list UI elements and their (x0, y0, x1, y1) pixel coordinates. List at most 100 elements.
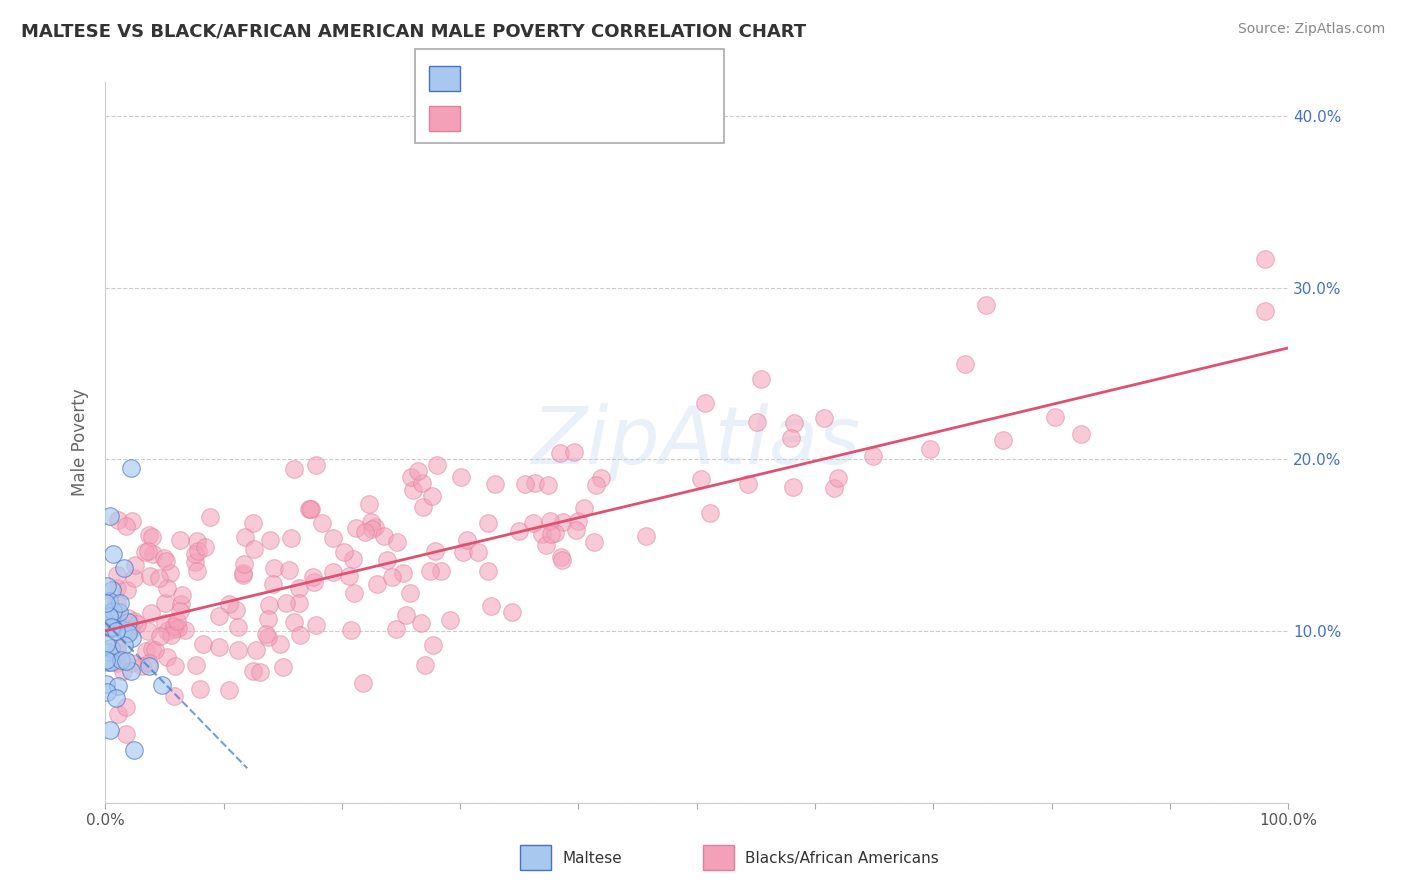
Point (366, 577, 388, 591)
Point (456, 533, 478, 548)
Point (122, 571, 145, 585)
Point (105, 645, 128, 659)
Point (305, 618, 328, 632)
Point (156, 650, 179, 665)
Point (218, 597, 240, 611)
Point (186, 564, 208, 578)
Point (288, 596, 311, 610)
Point (249, 665, 271, 680)
Text: Source: ZipAtlas.com: Source: ZipAtlas.com (1237, 22, 1385, 37)
Point (141, 642, 163, 657)
Point (583, 534, 606, 549)
Point (544, 525, 567, 540)
Point (278, 563, 301, 577)
Point (184, 555, 207, 569)
Point (553, 515, 575, 529)
Point (117, 615, 139, 629)
Text: MALTESE VS BLACK/AFRICAN AMERICAN MALE POVERTY CORRELATION CHART: MALTESE VS BLACK/AFRICAN AMERICAN MALE P… (21, 22, 806, 40)
Point (198, 510, 221, 524)
Point (333, 545, 356, 559)
Point (274, 597, 297, 611)
Point (169, 533, 191, 547)
Point (115, 583, 138, 598)
Point (271, 659, 294, 673)
Point (974, 297, 997, 311)
Point (540, 527, 562, 541)
Point (104, 624, 127, 638)
Point (156, 581, 179, 595)
Point (186, 534, 208, 549)
Point (406, 464, 429, 478)
Point (112, 638, 135, 652)
Point (353, 525, 375, 540)
Point (344, 521, 367, 535)
Point (163, 689, 186, 703)
Point (1070, 427, 1092, 442)
Point (827, 470, 849, 484)
Point (117, 610, 139, 624)
Point (139, 606, 162, 620)
Point (122, 614, 145, 628)
Point (208, 609, 231, 624)
Point (150, 678, 173, 692)
Point (508, 524, 530, 539)
Point (159, 566, 181, 580)
Point (311, 516, 333, 530)
Point (304, 575, 326, 590)
Point (107, 513, 129, 527)
Point (747, 415, 769, 429)
Text: R =: R = (471, 70, 508, 87)
Point (148, 571, 170, 585)
Point (101, 583, 124, 598)
Text: Maltese: Maltese (562, 851, 621, 865)
Point (225, 603, 247, 617)
Point (395, 607, 418, 622)
Point (297, 502, 319, 516)
Point (422, 638, 444, 652)
Point (100, 508, 122, 523)
Point (567, 514, 589, 528)
Point (585, 478, 607, 492)
Point (105, 611, 128, 625)
Point (813, 410, 835, 425)
Point (591, 471, 613, 485)
Point (426, 458, 449, 472)
Point (101, 604, 124, 618)
Point (920, 442, 942, 456)
Point (100, 619, 122, 633)
Point (120, 461, 142, 475)
Point (283, 615, 305, 629)
Point (163, 619, 186, 633)
Point (124, 558, 146, 573)
Point (823, 482, 845, 496)
Point (122, 743, 145, 757)
Point (537, 478, 560, 492)
Point (477, 516, 499, 530)
Point (208, 640, 231, 655)
Point (232, 566, 254, 580)
Point (257, 630, 280, 644)
Point (538, 514, 561, 528)
Point (304, 458, 326, 472)
Point (115, 700, 138, 714)
Point (120, 656, 142, 670)
Point (112, 561, 135, 575)
Point (191, 637, 214, 651)
Point (107, 707, 129, 722)
Point (450, 470, 472, 484)
Text: 199: 199 (623, 110, 658, 128)
Point (262, 576, 284, 591)
Point (226, 643, 249, 657)
Point (690, 472, 713, 486)
Point (523, 475, 546, 490)
Point (322, 532, 344, 546)
Point (361, 522, 384, 536)
Point (194, 540, 217, 554)
Point (142, 547, 165, 561)
Point (737, 477, 759, 491)
Text: 40: 40 (623, 70, 645, 87)
Point (138, 659, 160, 673)
Point (342, 552, 364, 566)
Point (97, 594, 120, 608)
Point (451, 544, 474, 558)
